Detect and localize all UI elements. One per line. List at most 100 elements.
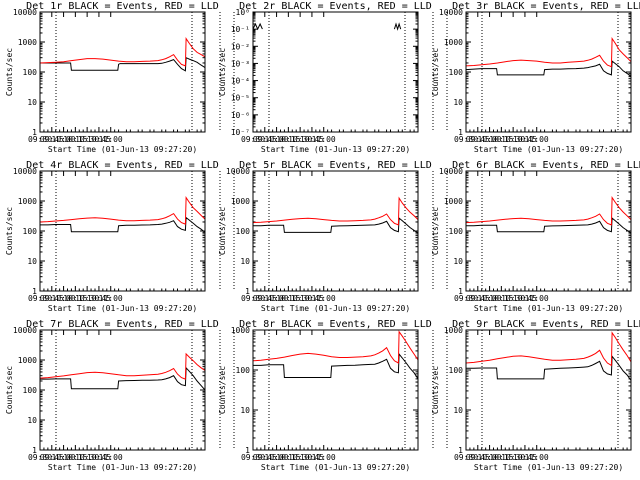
x-tick-label: 10:30	[501, 294, 525, 303]
x-tick-label: 10:00	[478, 453, 502, 462]
y-tick-label: 10	[240, 257, 250, 266]
x-tick-label: 09:45	[253, 453, 277, 462]
y-axis-label: Counts/sec	[218, 48, 227, 96]
x-tick-label: 10:00	[52, 135, 76, 144]
chart-panel-6: Det 6r BLACK = Events, RED = LLD 1 10 100 10…	[431, 160, 640, 313]
x-tick-label: 10:00	[478, 294, 502, 303]
y-tick-label: 10⁻²	[231, 42, 250, 51]
y-tick-label: 1	[458, 446, 463, 455]
y-tick-label: 10⁻¹	[231, 25, 250, 34]
x-tick-label: 09:30	[241, 135, 265, 144]
y-tick-label: 1	[458, 287, 463, 296]
y-tick-label: 100	[236, 366, 251, 375]
x-axis-label: Start Time (01-Jun-13 09:27:20)	[474, 304, 623, 313]
y-tick-label: 100	[23, 68, 38, 77]
x-tick-label: 10:45	[300, 294, 324, 303]
x-tick-label: 11:00	[99, 294, 123, 303]
x-tick-label: 11:00	[525, 453, 549, 462]
x-tick-label: 09:30	[28, 294, 52, 303]
red-series-line	[252, 196, 419, 226]
plot-frame	[465, 329, 632, 451]
black-series-line	[40, 56, 206, 72]
y-axis-label: Counts/sec	[431, 48, 440, 96]
x-tick-label: 10:15	[489, 135, 513, 144]
x-tick-label: 09:30	[28, 135, 52, 144]
x-axis-label: Start Time (01-Jun-13 09:27:20)	[261, 304, 410, 313]
chart-panel-2: Det 2r BLACK = Events, RED = LLD 10⁻⁷ 10⁻⁶…	[218, 1, 448, 154]
x-tick-label: 10:45	[513, 294, 537, 303]
y-tick-label: 10000	[13, 167, 37, 176]
plot-frame	[465, 170, 632, 292]
x-tick-label: 10:00	[52, 453, 76, 462]
red-series-line	[39, 37, 206, 67]
x-tick-label: 10:45	[87, 135, 111, 144]
y-tick-label: 1000	[444, 38, 463, 47]
chart-panel-1: Det 1r BLACK = Events, RED = LLD 1 10 100 10…	[5, 1, 235, 154]
y-tick-label: 10	[240, 406, 250, 415]
black-series-line	[393, 22, 402, 31]
chart-panel-7: Det 7r BLACK = Events, RED = LLD 1 10 100 10…	[5, 319, 235, 472]
chart-panel-8: Det 8r BLACK = Events, RED = LLD 1 10 100 10…	[218, 319, 448, 472]
y-tick-label: 10⁻³	[231, 59, 250, 68]
x-tick-label: 10:00	[52, 294, 76, 303]
y-tick-label: 1000	[18, 197, 37, 206]
y-tick-label: 10000	[439, 8, 463, 17]
x-tick-label: 10:30	[75, 453, 99, 462]
x-tick-label: 10:45	[87, 294, 111, 303]
y-tick-label: 1	[32, 287, 37, 296]
plot-frame	[39, 329, 206, 451]
y-tick-label: 1000	[231, 197, 250, 206]
y-tick-label: 10000	[13, 326, 37, 335]
x-tick-label: 09:45	[40, 135, 64, 144]
y-tick-label: 10000	[13, 8, 37, 17]
x-tick-label: 09:45	[40, 453, 64, 462]
chart-panel-9: Det 9r BLACK = Events, RED = LLD 1 10 100 10…	[431, 319, 640, 472]
x-tick-label: 10:45	[513, 135, 537, 144]
panel-title: Det 6r BLACK = Events, RED = LLD	[452, 160, 640, 171]
x-axis-label: Start Time (01-Jun-13 09:27:20)	[261, 145, 410, 154]
x-tick-label: 09:30	[454, 135, 478, 144]
panel-title: Det 9r BLACK = Events, RED = LLD	[452, 319, 640, 330]
y-tick-label: 10000	[226, 167, 250, 176]
x-tick-label: 10:15	[63, 453, 87, 462]
y-tick-label: 10⁻⁵	[231, 94, 250, 103]
x-tick-label: 10:45	[87, 453, 111, 462]
y-tick-label: 10⁻⁷	[231, 128, 250, 137]
y-axis-label: Counts/sec	[431, 207, 440, 255]
y-tick-label: 100	[23, 386, 38, 395]
plot-frame	[252, 170, 419, 292]
x-axis-label: Start Time (01-Jun-13 09:27:20)	[474, 145, 623, 154]
x-tick-label: 09:45	[466, 135, 490, 144]
black-series-line	[40, 216, 206, 233]
y-tick-label: 10⁰	[236, 8, 250, 17]
chart-panel-5: Det 5r BLACK = Events, RED = LLD 1 10 100 10…	[218, 160, 448, 313]
x-axis-label: Start Time (01-Jun-13 09:27:20)	[48, 145, 197, 154]
x-tick-label: 10:15	[276, 294, 300, 303]
black-series-line	[253, 217, 419, 234]
chart-panel-3: Det 3r BLACK = Events, RED = LLD 1 10 100 10…	[431, 1, 640, 154]
x-tick-label: 10:15	[276, 453, 300, 462]
x-tick-label: 09:45	[466, 453, 490, 462]
y-tick-label: 1000	[444, 197, 463, 206]
x-tick-label: 10:15	[489, 294, 513, 303]
x-tick-label: 10:30	[288, 135, 312, 144]
black-series-line	[252, 22, 263, 31]
y-axis-label: Counts/sec	[5, 207, 14, 255]
x-tick-label: 10:30	[501, 453, 525, 462]
x-tick-label: 09:30	[241, 294, 265, 303]
y-tick-label: 10000	[439, 167, 463, 176]
y-axis-label: Counts/sec	[218, 207, 227, 255]
x-axis-label: Start Time (01-Jun-13 09:27:20)	[48, 463, 197, 472]
x-tick-label: 10:15	[276, 135, 300, 144]
x-tick-label: 11:00	[525, 135, 549, 144]
y-tick-label: 100	[23, 227, 38, 236]
y-axis-label: Counts/sec	[218, 366, 227, 414]
y-tick-label: 1	[245, 287, 250, 296]
x-tick-label: 10:45	[300, 135, 324, 144]
x-tick-label: 11:00	[525, 294, 549, 303]
red-series-line	[465, 37, 632, 68]
red-series-line	[39, 352, 206, 380]
panel-title: Det 5r BLACK = Events, RED = LLD	[239, 160, 432, 171]
x-tick-label: 09:30	[241, 453, 265, 462]
